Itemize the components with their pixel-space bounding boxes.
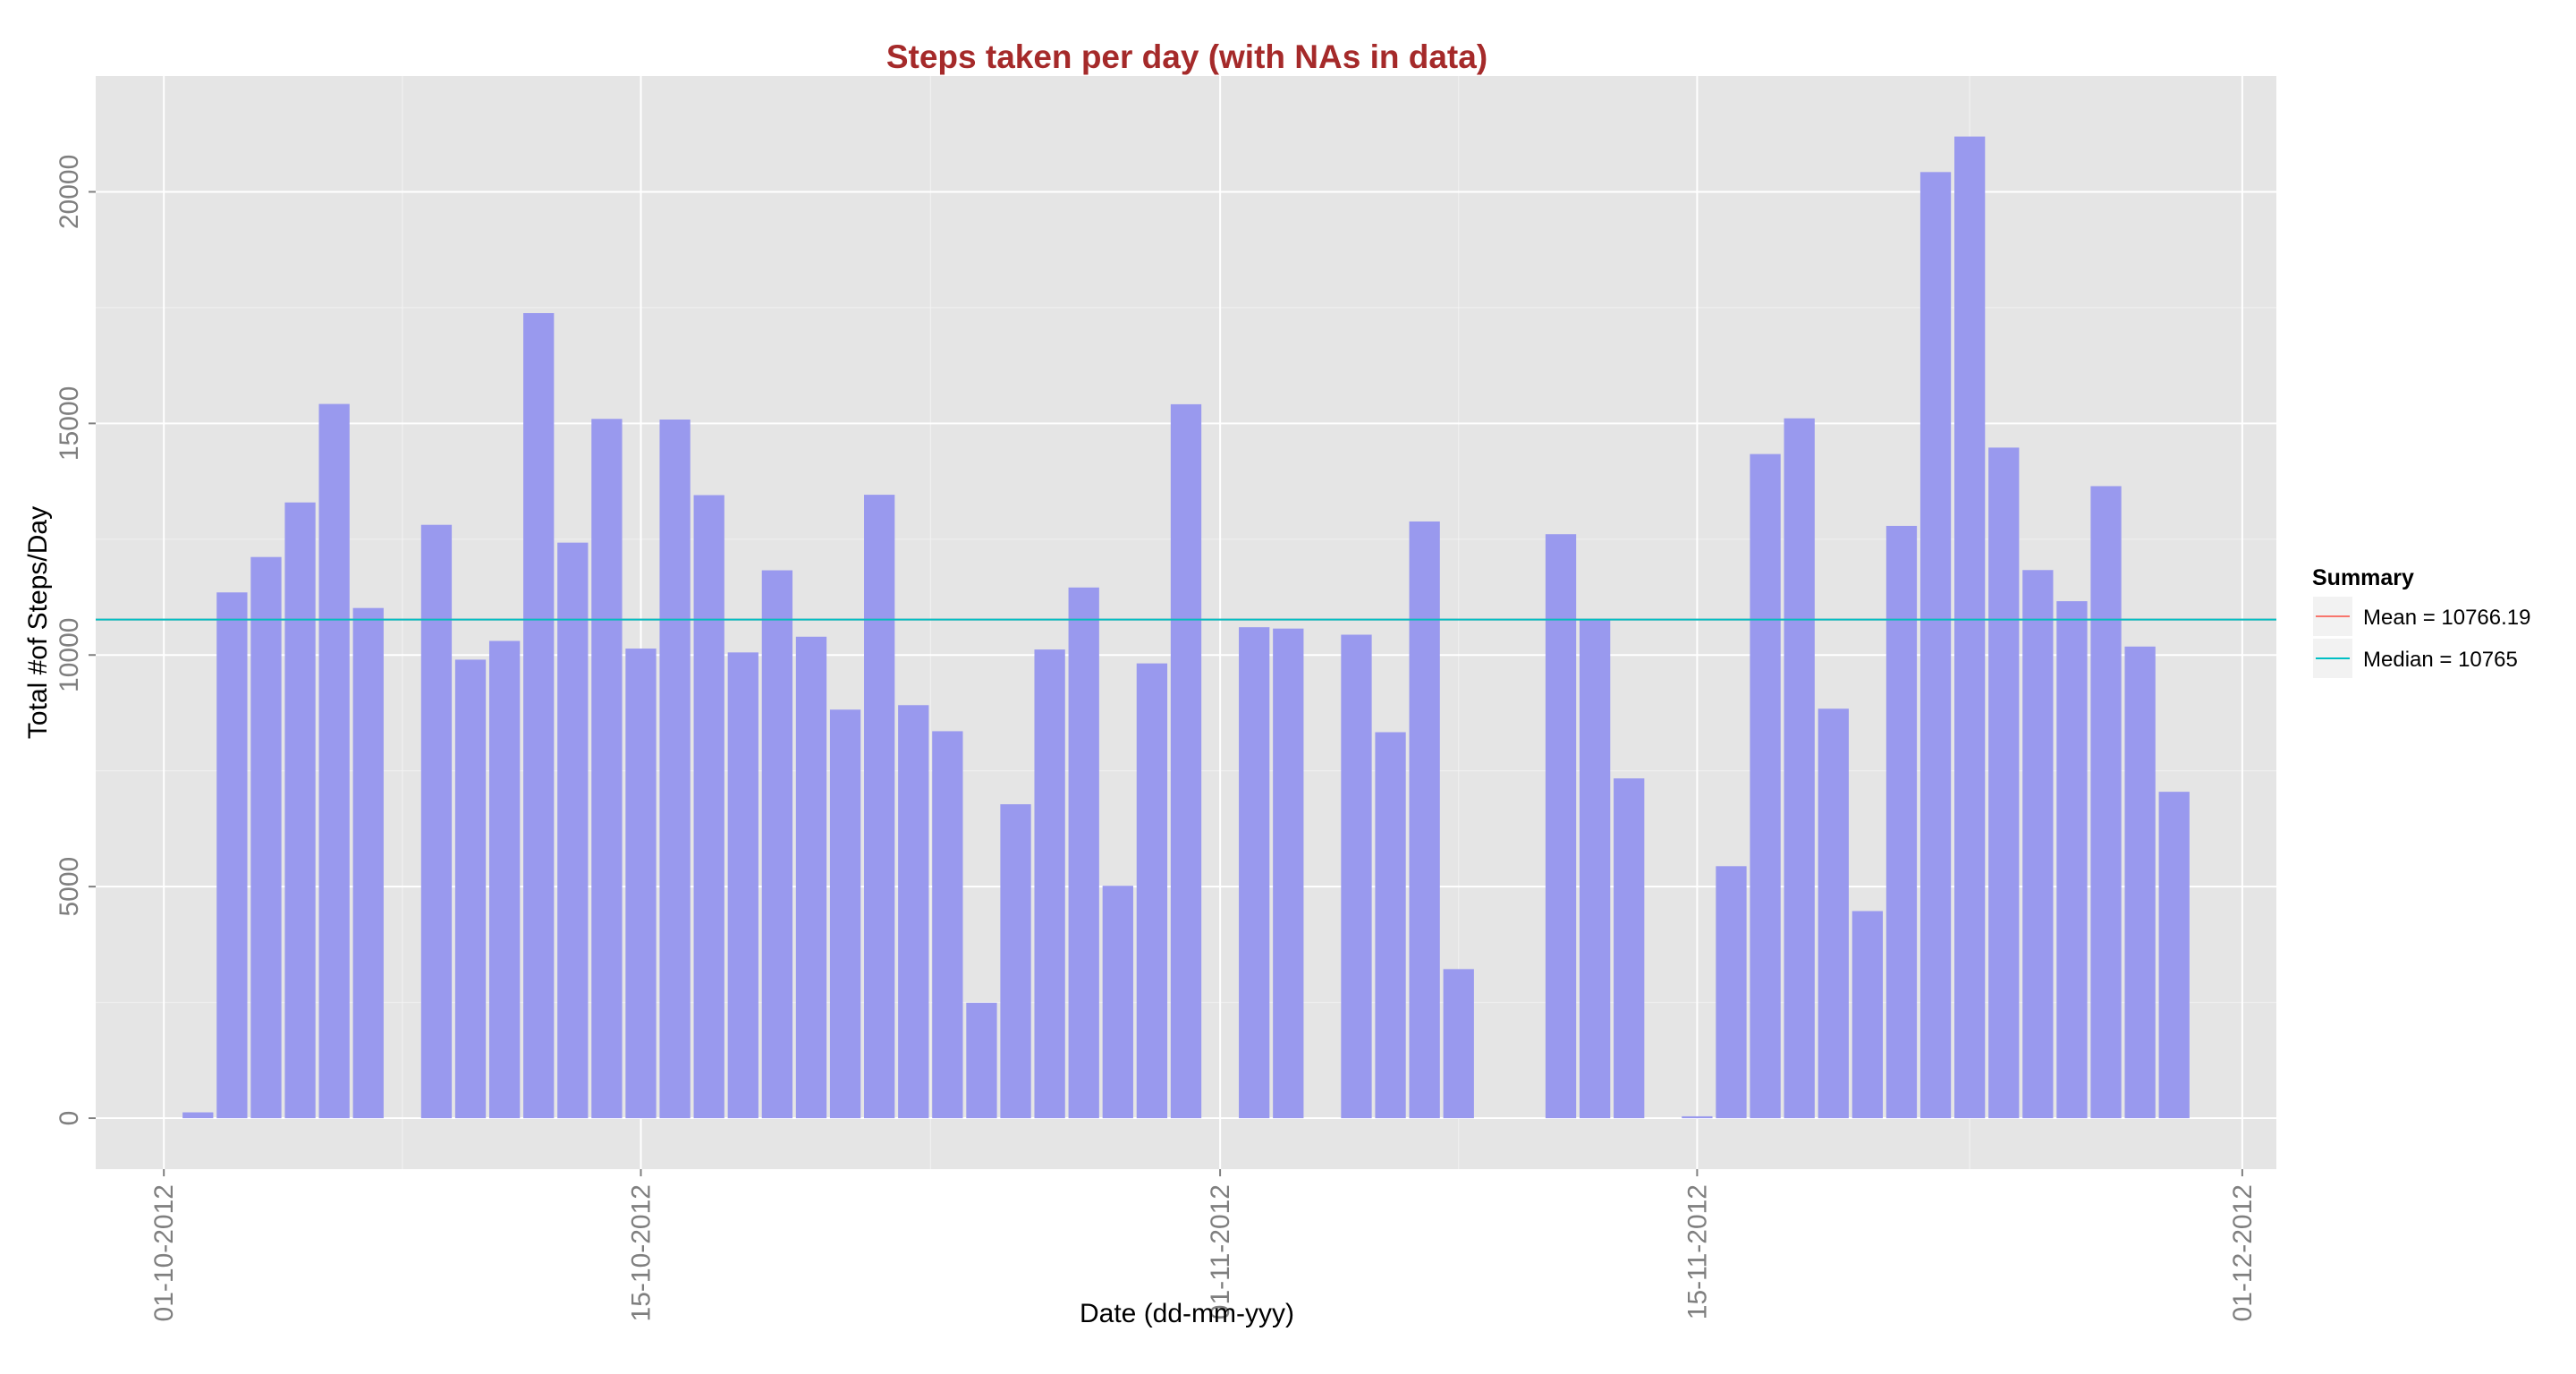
bar (1988, 447, 2020, 1119)
bar (1341, 634, 1372, 1119)
bar (1682, 1115, 1713, 1119)
x-tick-label: 15-11-2012 (1682, 1184, 1712, 1319)
bar (1409, 521, 1440, 1119)
legend-item-mean: Mean = 10766.19 (2313, 597, 2531, 636)
bar (2022, 570, 2054, 1119)
bar (795, 636, 827, 1119)
y-tick-label: 0 (55, 1111, 84, 1126)
y-tick-label: 15000 (55, 386, 84, 461)
bar (1852, 911, 1884, 1119)
bar (1919, 172, 1952, 1119)
bar (2090, 486, 2122, 1119)
bar (864, 495, 895, 1119)
bar (523, 313, 555, 1119)
x-tick-label: 15-10-2012 (627, 1184, 657, 1321)
y-tick-label: 10000 (55, 618, 84, 692)
bar (1102, 886, 1133, 1119)
x-axis-title: Date (dd-mm-yyy) (1080, 1299, 1294, 1328)
bar (1000, 804, 1031, 1119)
y-tick-label: 5000 (55, 857, 84, 917)
bar (591, 419, 623, 1119)
bar (2158, 792, 2190, 1119)
bar (1443, 969, 1474, 1119)
bar (352, 607, 384, 1119)
bar (659, 419, 691, 1119)
bar (1614, 778, 1645, 1119)
bar (625, 649, 657, 1119)
bar (693, 495, 724, 1119)
bar (1818, 708, 1849, 1119)
chart-title: Steps taken per day (with NAs in data) (886, 38, 1487, 75)
bar (1034, 649, 1065, 1119)
bar (1375, 732, 1406, 1119)
bar (1239, 627, 1270, 1119)
legend-title: Summary (2312, 565, 2414, 590)
bars-group (182, 136, 2190, 1119)
y-axis: 0 5000 10000 15000 20000 (55, 155, 96, 1126)
bar (1954, 136, 1986, 1119)
bar (454, 659, 487, 1119)
bar (1885, 525, 1918, 1119)
bar (727, 652, 758, 1119)
y-axis-title: Total #of Steps/Day (23, 506, 53, 739)
legend-label-median: Median = 10765 (2363, 648, 2518, 672)
bar (1170, 403, 1202, 1119)
x-tick-label: 01-10-2012 (149, 1184, 179, 1321)
bar (1136, 663, 1168, 1119)
bar (1068, 587, 1099, 1119)
bar (1545, 534, 1577, 1119)
x-tick-label: 01-12-2012 (2228, 1184, 2258, 1321)
bar (761, 570, 793, 1119)
bar (488, 640, 521, 1119)
bar (2124, 646, 2156, 1119)
bar (557, 542, 589, 1119)
bar (898, 705, 929, 1119)
y-tick-label: 20000 (55, 155, 84, 229)
bar (966, 1003, 997, 1119)
bar (250, 556, 282, 1119)
x-axis: 01-10-2012 15-10-2012 01-11-2012 15-11-2012… (149, 1169, 2258, 1321)
bar (420, 524, 453, 1119)
bar (318, 403, 350, 1119)
bar (932, 731, 963, 1119)
bar (216, 592, 248, 1119)
bar (284, 502, 316, 1119)
bar (182, 1112, 214, 1119)
x-tick-label: 01-11-2012 (1206, 1184, 1235, 1319)
bar (1273, 628, 1304, 1119)
bar (1579, 619, 1611, 1119)
bar (1716, 866, 1747, 1119)
bar (2056, 601, 2088, 1119)
legend-item-median: Median = 10765 (2313, 639, 2518, 678)
legend-label-mean: Mean = 10766.19 (2363, 606, 2531, 630)
bar (1784, 418, 1815, 1119)
bar (829, 709, 861, 1119)
legend: Summary Mean = 10766.19 Median = 10765 (2312, 565, 2531, 678)
bar (1750, 454, 1781, 1119)
